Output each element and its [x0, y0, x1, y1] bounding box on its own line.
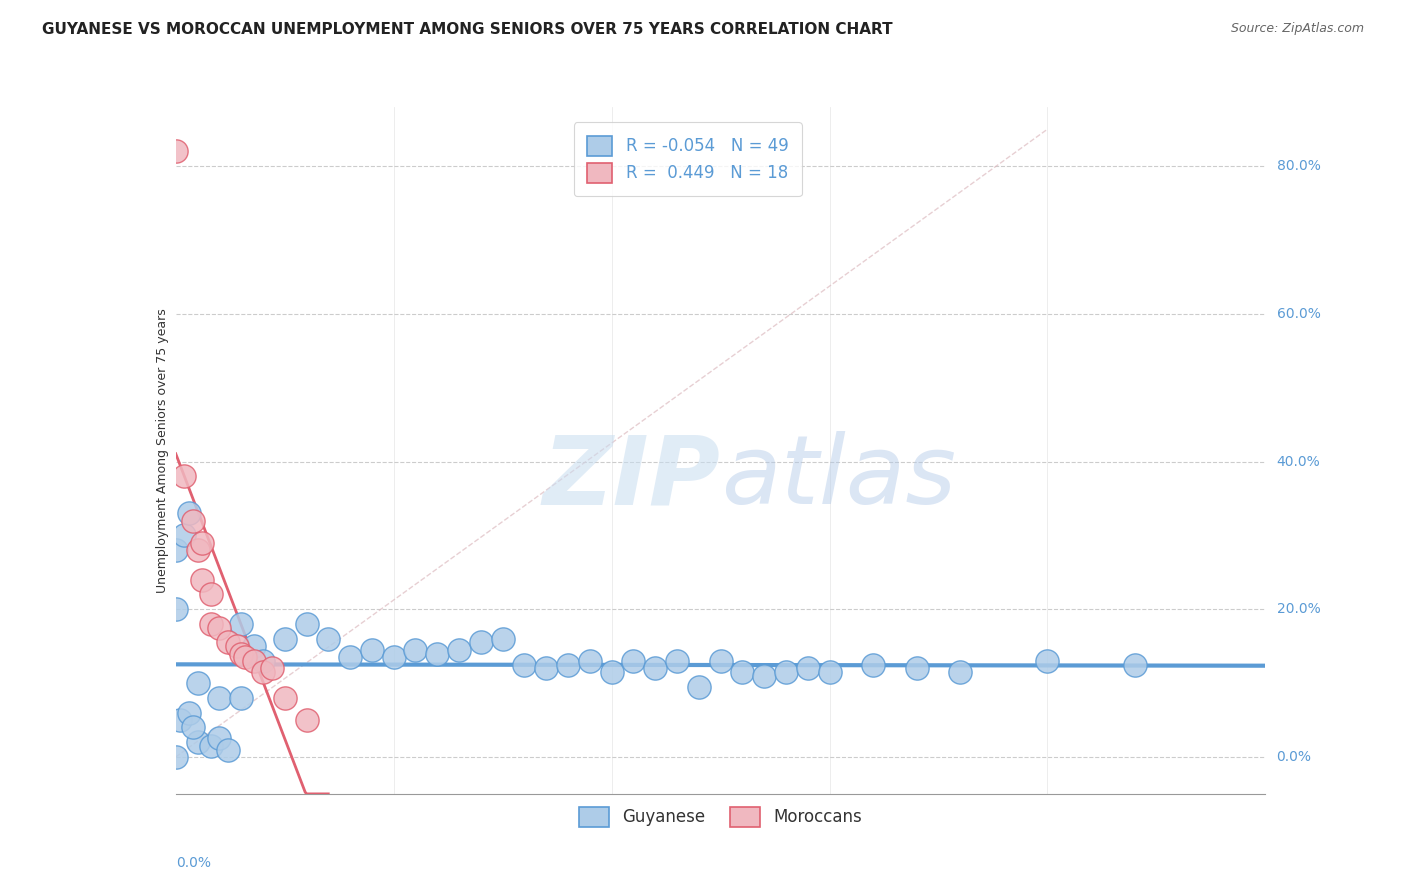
Point — [208, 621, 231, 635]
Point — [1036, 654, 1059, 668]
Y-axis label: Unemployment Among Seniors over 75 years: Unemployment Among Seniors over 75 years — [156, 308, 169, 593]
Point — [243, 654, 266, 668]
Point — [818, 665, 841, 679]
Point — [710, 654, 733, 668]
Point — [243, 639, 266, 653]
Point — [274, 690, 297, 705]
Text: atlas: atlas — [721, 432, 956, 524]
Point — [165, 543, 187, 558]
Point — [534, 661, 557, 675]
Text: 60.0%: 60.0% — [1277, 307, 1320, 321]
Point — [208, 731, 231, 746]
Point — [177, 706, 200, 720]
Point — [405, 643, 427, 657]
Point — [260, 661, 283, 675]
Point — [186, 543, 209, 558]
Point — [200, 617, 222, 632]
Point — [252, 665, 274, 679]
Point — [173, 469, 195, 483]
Text: 20.0%: 20.0% — [1277, 602, 1320, 616]
Point — [621, 654, 644, 668]
Point — [177, 506, 200, 520]
Point — [225, 639, 247, 653]
Point — [905, 661, 928, 675]
Point — [318, 632, 340, 646]
Point — [600, 665, 623, 679]
Point — [186, 676, 209, 690]
Point — [666, 654, 689, 668]
Point — [173, 528, 195, 542]
Point — [470, 635, 492, 649]
Point — [731, 665, 754, 679]
Point — [231, 690, 253, 705]
Point — [181, 720, 204, 734]
Point — [339, 650, 361, 665]
Point — [447, 643, 470, 657]
Point — [165, 750, 187, 764]
Point — [513, 657, 536, 672]
Point — [217, 635, 239, 649]
Text: GUYANESE VS MOROCCAN UNEMPLOYMENT AMONG SENIORS OVER 75 YEARS CORRELATION CHART: GUYANESE VS MOROCCAN UNEMPLOYMENT AMONG … — [42, 22, 893, 37]
Point — [181, 514, 204, 528]
Point — [200, 587, 222, 601]
Text: 40.0%: 40.0% — [1277, 455, 1320, 468]
Point — [165, 602, 187, 616]
Text: 80.0%: 80.0% — [1277, 159, 1320, 173]
Point — [796, 661, 818, 675]
Point — [557, 657, 579, 672]
Point — [360, 643, 382, 657]
Point — [688, 680, 710, 694]
Point — [862, 657, 884, 672]
Text: 0.0%: 0.0% — [1277, 750, 1312, 764]
Point — [274, 632, 297, 646]
Point — [295, 617, 318, 632]
Point — [208, 690, 231, 705]
Point — [217, 742, 239, 756]
Point — [775, 665, 797, 679]
Point — [949, 665, 972, 679]
Point — [186, 735, 209, 749]
Point — [231, 617, 253, 632]
Text: Source: ZipAtlas.com: Source: ZipAtlas.com — [1230, 22, 1364, 36]
Point — [492, 632, 515, 646]
Point — [295, 713, 318, 727]
Legend: Guyanese, Moroccans: Guyanese, Moroccans — [572, 800, 869, 834]
Point — [235, 650, 257, 665]
Point — [231, 647, 253, 661]
Point — [382, 650, 405, 665]
Point — [644, 661, 666, 675]
Point — [426, 647, 449, 661]
Point — [754, 669, 776, 683]
Point — [169, 713, 191, 727]
Point — [252, 654, 274, 668]
Point — [191, 573, 214, 587]
Point — [165, 145, 187, 159]
Text: ZIP: ZIP — [543, 432, 721, 524]
Text: 0.0%: 0.0% — [176, 855, 211, 870]
Point — [579, 654, 602, 668]
Point — [191, 535, 214, 549]
Point — [1123, 657, 1146, 672]
Point — [200, 739, 222, 753]
